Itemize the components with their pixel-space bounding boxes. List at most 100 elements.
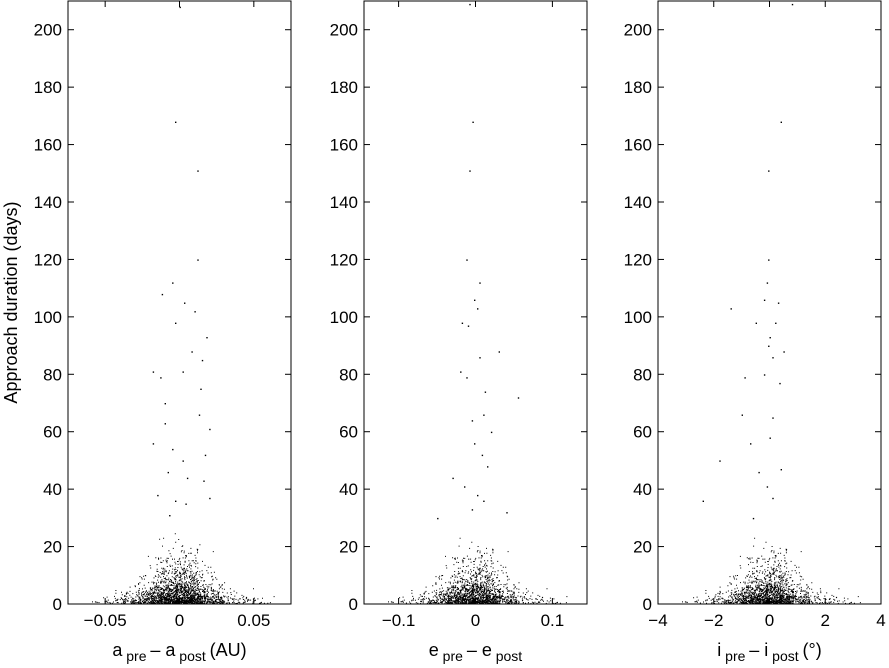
y-tick-label: 20 — [633, 538, 652, 557]
outlier-point-16 — [763, 374, 766, 376]
y-tick-label: 0 — [53, 595, 62, 614]
outlier-point-31 — [209, 497, 211, 500]
outlier-point-18 — [741, 414, 743, 416]
outlier-point-25 — [766, 486, 769, 488]
outlier-point-14 — [484, 391, 487, 393]
y-tick-label: 180 — [330, 78, 358, 97]
outlier-point-12 — [768, 345, 770, 347]
outlier-point-11 — [191, 351, 193, 353]
outlier-point-18 — [198, 414, 201, 416]
outlier-point-8 — [194, 311, 196, 313]
y-tick-label: 20 — [43, 538, 62, 557]
outlier-point-1 — [469, 3, 471, 6]
x-tick-1: 0 — [175, 1, 184, 630]
outlier-point-28 — [157, 494, 159, 497]
y-tick-label: 0 — [643, 595, 652, 614]
outlier-point-1 — [791, 3, 794, 6]
y-tick-label: 60 — [339, 423, 358, 442]
y-tick-label: 140 — [34, 193, 62, 212]
outlier-point-19 — [164, 423, 166, 425]
outlier-point-5 — [172, 282, 174, 284]
outlier-point-3 — [768, 170, 770, 172]
y-tick-80: 80 — [43, 365, 291, 384]
y-tick-label: 200 — [34, 21, 62, 40]
outlier-point-14 — [772, 357, 774, 359]
outlier-point-22 — [719, 460, 721, 462]
panel-2: 0 20 40 60 80 100 120 140 160 180 200 −0.1 0 0.1 e pre… — [330, 0, 588, 664]
y-tick-label: 160 — [624, 136, 652, 155]
outlier-point-4 — [466, 259, 468, 261]
outlier-point-13 — [152, 371, 155, 373]
outlier-point-17 — [779, 382, 781, 385]
y-tick-180: 180 — [624, 78, 881, 97]
y-tick-80: 80 — [633, 365, 881, 384]
y-tick-20: 20 — [43, 538, 291, 557]
core-point-cloud — [92, 533, 275, 604]
x-tick-1: 0 — [471, 1, 480, 630]
x-tick-3: 2 — [821, 1, 830, 630]
outlier-point-4 — [768, 259, 770, 261]
outlier-point-13 — [466, 377, 468, 379]
outlier-point-24 — [477, 494, 479, 497]
y-tick-120: 120 — [330, 250, 587, 269]
core-point-cloud — [388, 537, 568, 604]
y-axis-label: Approach duration (days) — [1, 201, 21, 403]
y-tick-20: 20 — [339, 538, 587, 557]
y-tick-label: 100 — [34, 308, 62, 327]
y-tick-0: 0 — [349, 595, 587, 614]
outlier-point-6 — [730, 308, 732, 310]
outlier-point-21 — [152, 443, 155, 445]
y-tick-label: 140 — [624, 193, 652, 212]
outlier-point-8 — [777, 302, 780, 304]
y-tick-200: 200 — [624, 21, 881, 40]
outlier-point-23 — [464, 486, 466, 488]
y-tick-label: 200 — [624, 21, 652, 40]
outlier-point-15 — [182, 371, 184, 373]
y-tick-140: 140 — [624, 193, 881, 212]
outlier-point-21 — [487, 466, 489, 468]
y-tick-label: 160 — [34, 136, 62, 155]
outlier-point-18 — [490, 431, 493, 434]
y-tick-label: 180 — [34, 78, 62, 97]
y-tick-160: 160 — [330, 136, 587, 155]
y-tick-label: 20 — [339, 538, 358, 557]
scatter-points — [388, 3, 568, 604]
y-tick-200: 200 — [330, 21, 587, 40]
y-tick-label: 160 — [330, 136, 358, 155]
outlier-point-7 — [477, 308, 479, 310]
x-axis-label: e pre – e post — [429, 640, 523, 664]
outlier-point-2 — [175, 121, 177, 123]
x-tick-label: 0 — [175, 611, 184, 630]
x-tick-label: 0.05 — [237, 611, 270, 630]
outlier-point-20 — [750, 443, 752, 445]
outlier-point-5 — [479, 282, 481, 284]
y-tick-label: 200 — [330, 21, 358, 40]
x-tick-label: −0.1 — [382, 611, 416, 630]
outlier-point-2 — [780, 121, 782, 123]
outlier-point-32 — [169, 515, 171, 517]
axes-frame — [67, 0, 292, 605]
outlier-point-8 — [461, 322, 464, 324]
outlier-point-25 — [167, 471, 169, 474]
outlier-point-29 — [175, 500, 177, 502]
outlier-point-19 — [772, 417, 774, 419]
y-tick-label: 100 — [624, 308, 652, 327]
outlier-point-24 — [780, 469, 782, 471]
y-tick-40: 40 — [43, 480, 291, 499]
x-axis-label: a pre – a post (AU) — [112, 640, 246, 664]
y-tick-label: 140 — [330, 193, 358, 212]
outlier-point-6 — [184, 302, 186, 304]
outlier-point-20 — [209, 428, 211, 431]
outlier-point-28 — [471, 509, 474, 511]
x-tick-2: 0 — [765, 1, 774, 630]
x-tick-0: −4 — [648, 1, 668, 630]
outlier-point-25 — [483, 500, 485, 502]
outlier-point-23 — [758, 471, 760, 474]
panel-3: 0 20 40 60 80 100 120 140 160 180 200 −4 −2 0 2 4 i pre … — [624, 0, 886, 664]
outlier-point-13 — [783, 351, 785, 353]
outlier-point-9 — [755, 322, 757, 324]
outlier-point-26 — [702, 500, 704, 502]
y-tick-180: 180 — [330, 78, 587, 97]
outlier-point-27 — [203, 480, 205, 482]
x-tick-label: 4 — [876, 611, 885, 630]
